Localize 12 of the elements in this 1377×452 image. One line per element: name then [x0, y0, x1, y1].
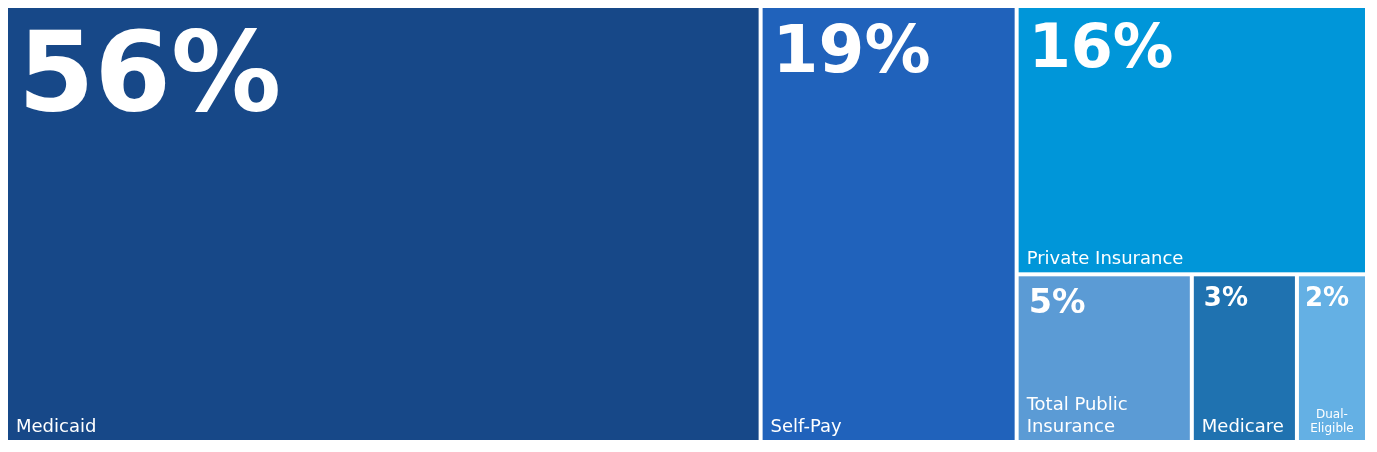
data-label: 16%	[1028, 11, 1174, 82]
category-label: Medicaid	[16, 415, 97, 436]
data-label: 5%	[1028, 281, 1086, 321]
category-label: Medicare	[1201, 415, 1284, 436]
category-label: Dual-Eligible	[1310, 406, 1354, 435]
category-label: Self-Pay	[770, 415, 843, 436]
data-label: 2%	[1304, 282, 1350, 313]
data-label: 3%	[1203, 282, 1248, 313]
data-label: 19%	[772, 11, 931, 89]
data-label: 56%	[18, 7, 282, 136]
category-label: Private Insurance	[1026, 247, 1184, 269]
category-label: Total Public Insurance	[1025, 393, 1128, 436]
